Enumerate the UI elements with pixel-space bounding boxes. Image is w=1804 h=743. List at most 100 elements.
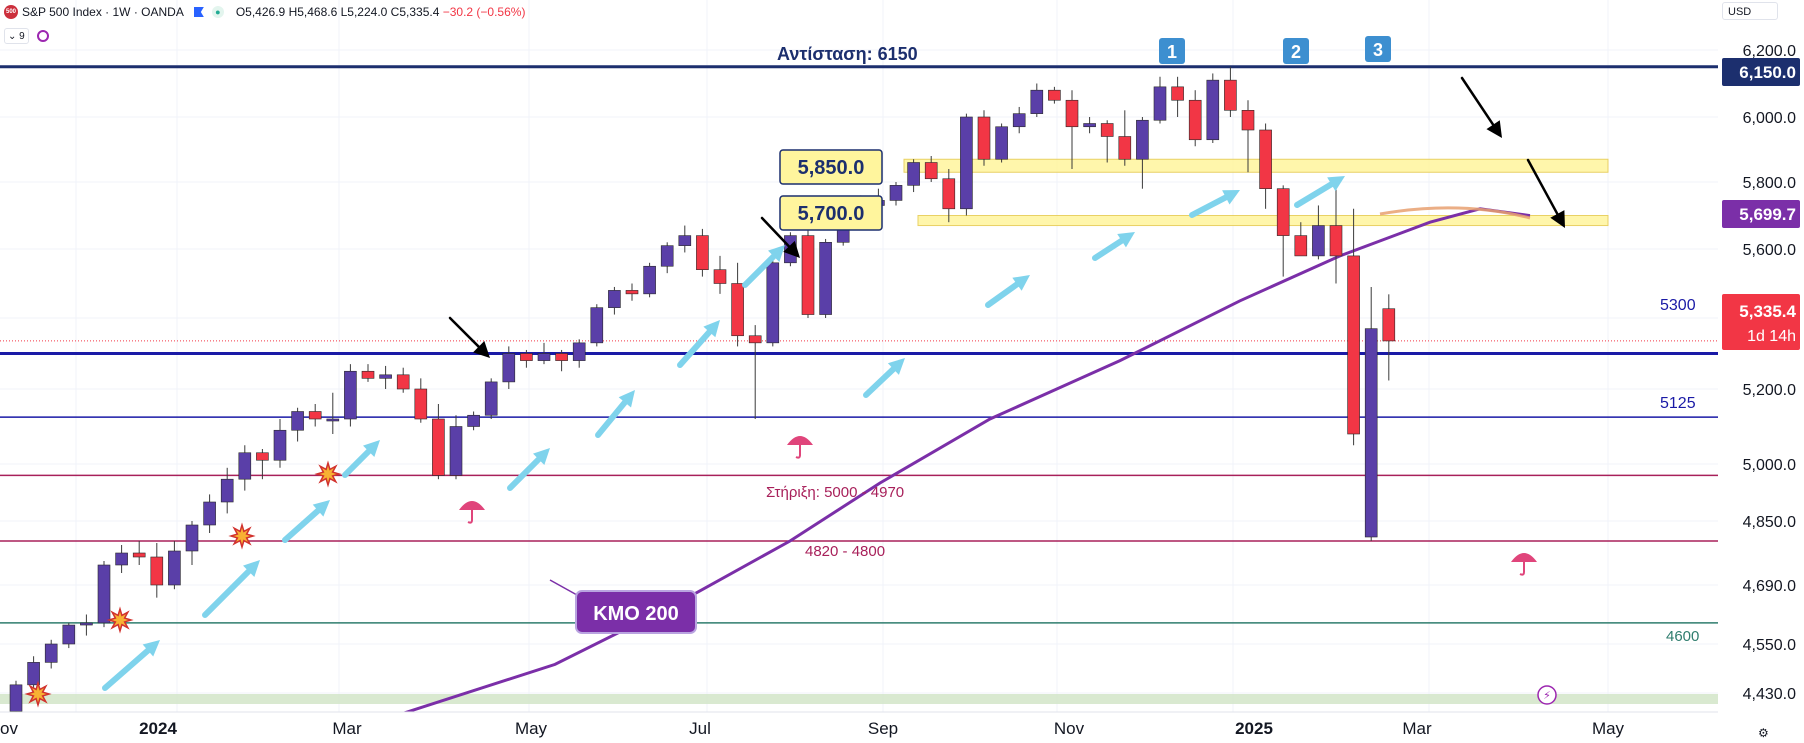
chevron-down-icon: ⌄ [8,30,17,42]
candle [801,228,815,318]
candle [344,364,357,427]
umbrella-canopy [787,436,813,445]
candle-body [432,418,445,476]
peak-marker-1: 1 [1159,38,1185,64]
candle-body [625,290,639,295]
candle-body [907,162,920,186]
candle-body [590,307,604,344]
ma-price-badge-bg [1722,200,1800,228]
candle-body [502,353,516,383]
candle [748,325,762,419]
candle [1153,76,1167,124]
candlestick-series [9,66,1396,718]
candle [291,407,304,442]
umbrella-canopy [459,501,485,510]
arrow-head [1012,275,1030,291]
settings-gear-icon[interactable]: ⚙ [1758,726,1769,740]
candle-body [748,335,762,344]
level-5125-label: 5125 [1660,395,1696,412]
flag-icon[interactable] [193,7,204,17]
symbol-logo[interactable]: 500 [4,5,18,19]
candle [678,225,692,253]
last-price-badge-bg [1722,294,1800,350]
candle-body [62,624,76,645]
close-value: C5,335.4 [390,5,440,19]
candle-body [960,116,973,210]
candle-body [1136,119,1149,160]
candle-body [643,265,656,295]
resistance-price-badge-bg [1722,58,1800,86]
candle [308,404,322,427]
chart-grid [0,0,1718,712]
arrow-head [783,240,800,258]
candle-body [731,283,744,337]
uptrend-arrow [985,275,1030,308]
candle-body [924,162,938,180]
arrow-head [768,245,785,262]
candle [449,415,463,480]
candle [977,110,991,166]
symbol-title[interactable]: S&P 500 Index · 1W · OANDA [22,5,184,19]
candle [960,113,973,216]
candle [273,419,287,468]
open-value: O5,426.9 [235,5,286,19]
candle-body [1224,79,1237,111]
arrow-head [363,440,380,457]
change-value: −30.2 (−0.56%) [442,5,526,19]
candle-body [696,235,709,271]
candle [1012,106,1026,134]
indicators-toggle[interactable]: ⌄ 9 [4,28,29,44]
candle-body [238,452,252,480]
candle-body [414,388,428,420]
support2-label: 4820 - 4800 [805,543,885,560]
arrow-head [533,448,550,465]
candle-body [344,370,357,420]
marker-box [1365,36,1391,62]
umbrella-handle [795,445,801,459]
market-status-icon[interactable]: ● [211,6,224,18]
price-tick-label: 4,690.0 [1743,578,1796,595]
time-tick-label: May [1592,719,1625,738]
candle [379,365,392,389]
candle [238,445,252,491]
arrow-head [1222,190,1240,205]
candle [1224,66,1237,117]
support-label: Στήριξη: 5000 - 4970 [766,484,904,501]
arrow-head [887,358,905,375]
candle [1171,76,1184,117]
currency-selector[interactable]: USD [1722,2,1778,20]
candle [1083,117,1096,134]
arrow-shaft [282,507,322,543]
price-tick-label: 4,550.0 [1743,637,1796,654]
candle-body [1364,328,1378,538]
candle-body [537,353,551,361]
candle-body [1241,110,1255,131]
ma-label-callout: ΚΜΟ 200 [549,579,697,634]
candle [1312,205,1325,260]
last-price-text: 5,335.4 [1739,302,1796,321]
arrow-head [142,640,160,657]
candle [713,255,727,294]
candle-body [467,414,480,427]
candle [1276,185,1290,277]
candle [203,494,216,533]
candle [537,342,551,365]
arrow-head [703,320,720,338]
candle-body [97,564,111,624]
candle [555,349,568,372]
cycle-icon[interactable] [36,30,49,42]
candle-body [520,353,533,361]
ma-label-pointer [549,579,578,596]
explosion-burst [314,460,342,488]
explosion-icon [106,606,134,634]
symbol-header: 500 S&P 500 Index · 1W · OANDA ● O5,426.… [0,0,525,24]
peak-marker-2: 2 [1283,38,1309,64]
uptrend-arrow [1092,232,1135,261]
candle [80,614,93,636]
downtrend-arrow [448,316,490,358]
candle [150,543,164,598]
time-tick-label: Sep [868,719,898,738]
candle [132,541,146,565]
candle-body [396,374,410,390]
